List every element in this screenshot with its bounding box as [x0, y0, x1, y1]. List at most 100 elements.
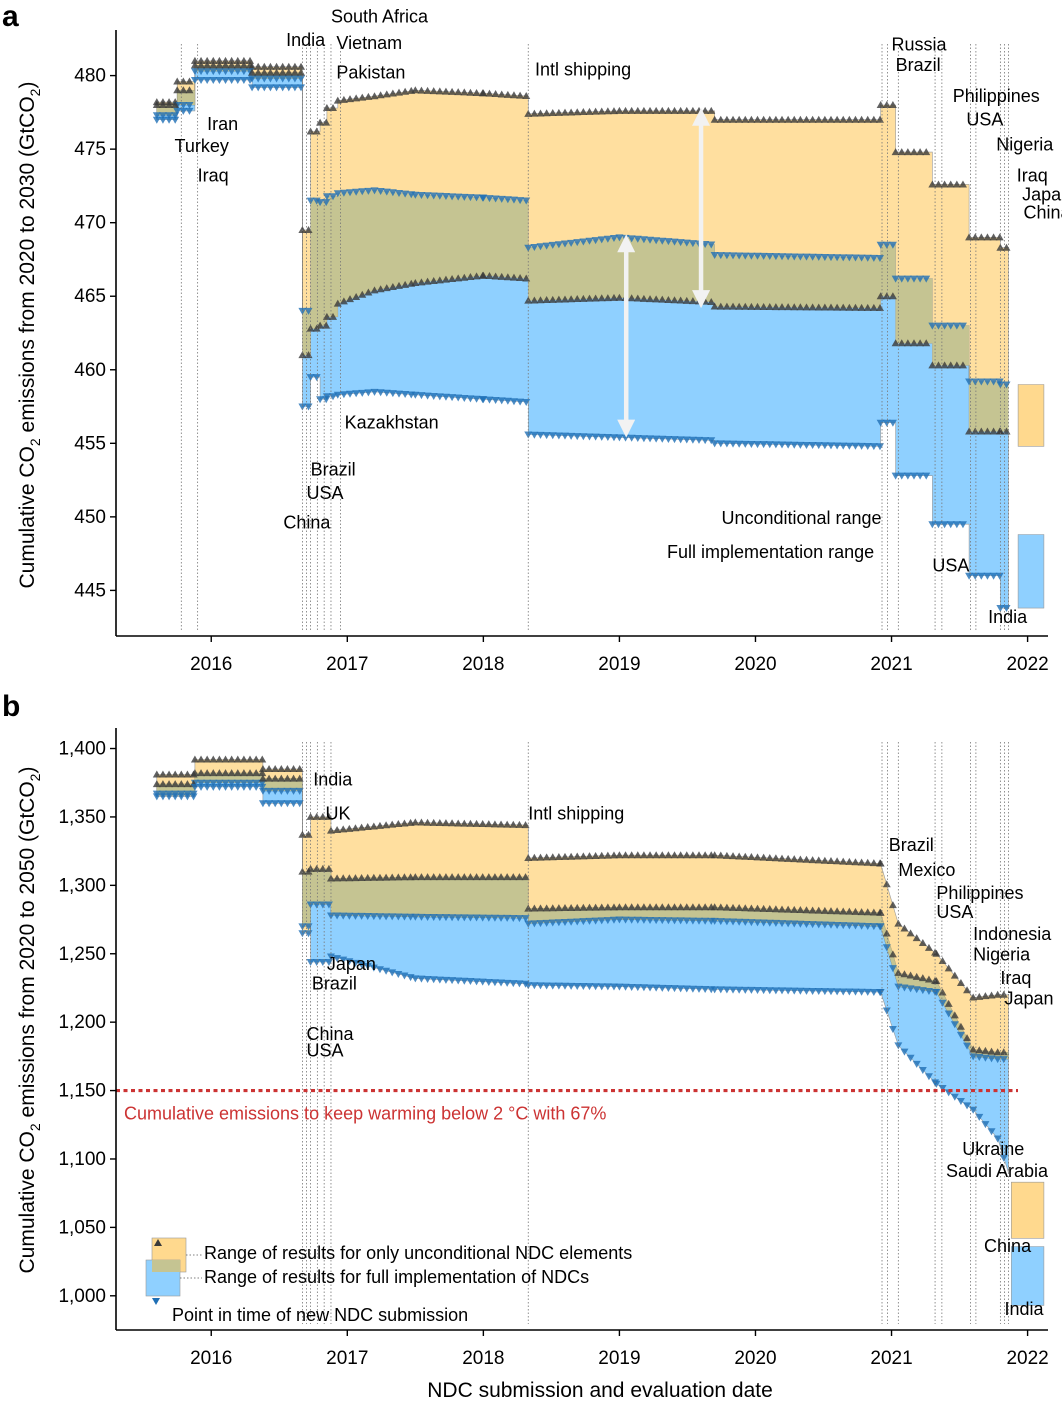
panel-b: b Cumulative emissions to keep warming b… — [2, 690, 1054, 1369]
a-submission-marker — [888, 419, 897, 427]
b-submission-marker — [448, 873, 457, 881]
a-submission-marker — [909, 148, 918, 156]
a-submission-marker — [479, 396, 488, 404]
a-submission-marker — [916, 339, 925, 347]
a-submission-marker — [579, 294, 588, 302]
a-submission-marker — [753, 115, 762, 123]
a-submission-marker — [940, 322, 949, 330]
a-submission-marker — [370, 286, 379, 294]
b-submission-marker — [363, 823, 372, 831]
b-submission-marker — [603, 983, 612, 991]
a-submission-marker — [346, 390, 355, 398]
a-submission-marker — [221, 56, 230, 64]
a-submission-marker — [977, 427, 986, 435]
b-submission-marker — [839, 857, 848, 865]
b-submission-marker — [796, 906, 805, 914]
b-submission-marker — [950, 971, 959, 979]
b-submission-marker — [484, 914, 493, 922]
b-submission-marker — [221, 755, 230, 763]
b-submission-marker — [209, 779, 218, 787]
a-overlap-area — [156, 65, 1009, 432]
b-y-tick-label: 1,050 — [58, 1217, 106, 1238]
a-submission-marker — [952, 322, 961, 330]
b-submission-marker — [542, 853, 551, 861]
a-submission-marker — [839, 254, 848, 262]
b-submission-marker — [351, 874, 360, 882]
a-annotation: India — [286, 30, 326, 50]
b-submission-marker — [747, 986, 756, 994]
a-submission-marker — [771, 253, 780, 261]
b-submission-marker — [924, 975, 933, 983]
a-submission-marker — [652, 106, 661, 114]
a-submission-marker — [971, 427, 980, 435]
b-submission-marker — [894, 1042, 903, 1050]
a-submission-marker — [946, 521, 955, 529]
a-submission-marker — [233, 68, 242, 76]
a-submission-marker — [322, 118, 331, 126]
b-submission-marker — [466, 978, 475, 986]
b-submission-marker — [833, 921, 842, 929]
b-submission-marker — [554, 919, 563, 927]
b-submission-marker — [503, 914, 512, 922]
a-submission-marker — [729, 252, 738, 260]
b-submission-marker — [790, 987, 799, 995]
a-submission-marker — [203, 77, 212, 85]
a-submission-marker — [423, 392, 432, 400]
b-submission-marker — [747, 853, 756, 861]
b-submission-marker — [417, 818, 426, 826]
a-submission-marker — [903, 472, 912, 480]
b-submission-marker — [417, 975, 426, 983]
b-submission-marker — [639, 851, 648, 859]
b-submission-marker — [227, 755, 236, 763]
b-annotation: Iraq — [1000, 968, 1031, 988]
b-submission-marker — [912, 1060, 921, 1068]
a-submission-marker — [591, 433, 600, 441]
a-submission-marker — [716, 302, 725, 310]
a-submission-marker — [989, 572, 998, 580]
b-annotation: Ukraine — [962, 1139, 1024, 1159]
a-submission-marker — [722, 440, 731, 448]
a-submission-marker — [516, 197, 525, 205]
b-submission-marker — [306, 958, 315, 966]
a-submission-marker — [603, 235, 612, 243]
b-annotation: Saudi Arabia — [946, 1161, 1049, 1181]
b-submission-marker — [876, 859, 885, 867]
b-annotation: China — [306, 1024, 354, 1044]
b-submission-marker — [808, 906, 817, 914]
b-submission-marker — [759, 853, 768, 861]
b-submission-marker — [497, 914, 506, 922]
b-submission-marker — [729, 918, 738, 926]
b-submission-marker — [324, 812, 333, 820]
a-submission-marker — [802, 441, 811, 449]
a-submission-marker — [609, 434, 618, 442]
a-submission-marker — [875, 303, 884, 311]
a-submission-marker — [790, 253, 799, 261]
b-submission-marker — [357, 912, 366, 920]
a-submission-marker — [536, 431, 545, 439]
b-submission-marker — [808, 856, 817, 864]
b-submission-marker — [227, 779, 236, 787]
a-submission-marker — [670, 106, 679, 114]
b-submission-marker — [621, 916, 630, 924]
b-submission-marker — [820, 988, 829, 996]
b-submission-marker — [363, 963, 372, 971]
b-submission-marker — [183, 780, 192, 788]
b-submission-marker — [289, 800, 298, 808]
b-submission-marker — [497, 979, 506, 987]
a-submission-marker — [845, 303, 854, 311]
b-x-tick-label: 2019 — [598, 1348, 640, 1369]
b-submission-marker — [326, 912, 335, 920]
b-submission-marker — [503, 979, 512, 987]
b-submission-marker — [633, 916, 642, 924]
a-submission-marker — [676, 436, 685, 444]
a-submission-marker — [254, 75, 263, 83]
a-submission-marker — [820, 303, 829, 311]
a-submission-marker — [971, 378, 980, 386]
a-y-tick-label: 460 — [74, 360, 106, 381]
b-submission-marker — [318, 958, 327, 966]
x-axis-title: NDC submission and evaluation date — [427, 1379, 773, 1402]
b-submission-marker — [509, 980, 518, 988]
b-submission-marker — [664, 984, 673, 992]
a-submission-marker — [454, 394, 463, 402]
b-submission-marker — [778, 987, 787, 995]
